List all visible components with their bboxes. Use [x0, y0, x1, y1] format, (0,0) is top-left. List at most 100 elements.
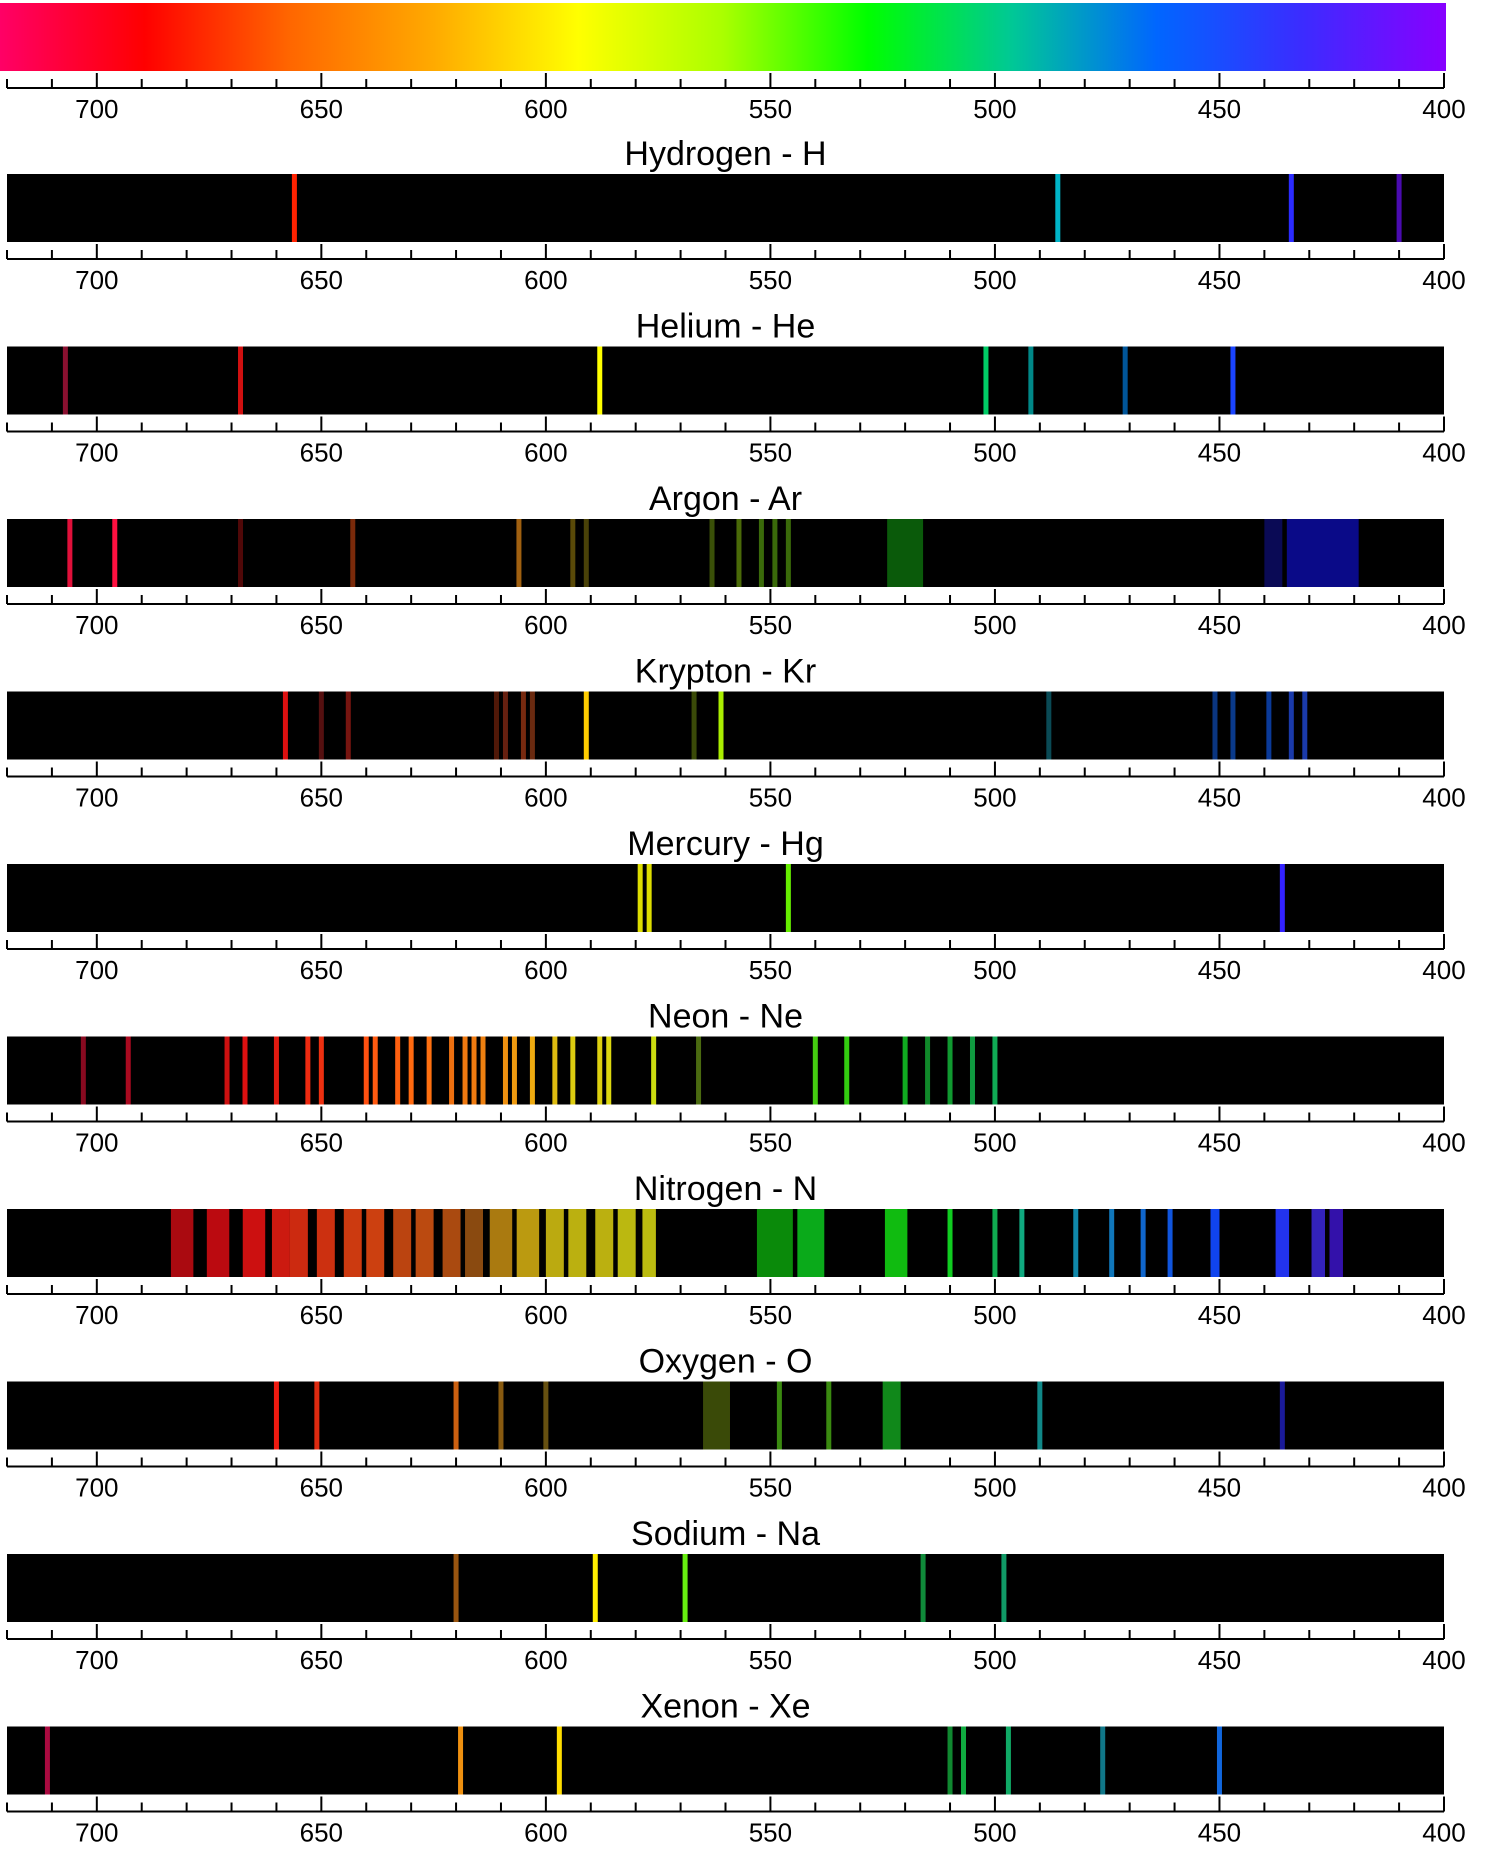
- tick-label: 500: [973, 1128, 1016, 1158]
- emission-line: [363, 1036, 369, 1105]
- emission-line: [961, 1726, 967, 1795]
- tick-label: 650: [300, 955, 343, 985]
- emission-line: [502, 1036, 508, 1105]
- spectrum-strip: [7, 864, 1444, 932]
- tick-label: 400: [1422, 1300, 1465, 1330]
- tick-label: 500: [973, 438, 1016, 468]
- element-title: Neon - Ne: [648, 998, 803, 1036]
- emission-line: [1288, 691, 1294, 760]
- element-panel: Hydrogen - H: [7, 135, 1444, 242]
- element-title: Argon - Ar: [649, 480, 802, 518]
- emission-line: [1037, 1381, 1043, 1450]
- tick-label: 550: [749, 94, 792, 124]
- emission-line: [1311, 1209, 1325, 1277]
- element-title: Krypton - Kr: [635, 653, 816, 691]
- tick-label: 700: [75, 94, 118, 124]
- emission-line: [1109, 1209, 1115, 1277]
- emission-line: [696, 1036, 702, 1105]
- emission-line: [395, 1036, 401, 1105]
- emission-line: [480, 1036, 486, 1105]
- element-panel: Neon - Ne: [7, 998, 1444, 1105]
- tick-label: 500: [973, 1300, 1016, 1330]
- tick-label: 500: [973, 955, 1016, 985]
- tick-label: 500: [973, 1473, 1016, 1503]
- tick-label: 400: [1422, 955, 1465, 985]
- emission-line: [314, 1381, 320, 1450]
- emission-line: [1212, 691, 1218, 760]
- spectrum-strip: [7, 1726, 1444, 1795]
- emission-line: [170, 1209, 194, 1277]
- tick-label: 450: [1198, 1645, 1241, 1675]
- emission-line: [80, 1036, 86, 1105]
- emission-line: [238, 346, 244, 415]
- emission-line: [776, 1381, 782, 1450]
- emission-line: [785, 864, 791, 932]
- wavelength-axis-1: 700 650 600 550 500 450 400: [6, 244, 1466, 295]
- emission-line: [947, 1726, 953, 1795]
- emission-line: [520, 691, 526, 760]
- tick-label: 400: [1422, 94, 1465, 124]
- emission-line: [884, 1209, 908, 1277]
- emission-line: [570, 519, 576, 587]
- tick-label: 700: [75, 1128, 118, 1158]
- reference-spectrum-strip: [0, 3, 1446, 71]
- emission-line: [568, 1209, 587, 1277]
- tick-label: 600: [524, 955, 567, 985]
- emission-line: [785, 519, 791, 587]
- element-title: Hydrogen - H: [624, 135, 826, 173]
- emission-line: [797, 1209, 825, 1277]
- wavelength-axis-6: 700 650 600 550 500 450 400: [6, 1106, 1466, 1158]
- emission-line: [543, 1381, 549, 1450]
- emission-line: [242, 1036, 248, 1105]
- element-title: Mercury - Hg: [627, 825, 823, 863]
- wavelength-axis-0: 700 650 600 550 500 450 400: [6, 73, 1466, 124]
- emission-line: [350, 519, 356, 587]
- tick-label: 600: [524, 438, 567, 468]
- tick-label: 500: [973, 1818, 1016, 1848]
- emission-line: [112, 519, 118, 587]
- tick-label: 650: [300, 783, 343, 813]
- emission-line: [242, 1209, 266, 1277]
- tick-label: 650: [300, 94, 343, 124]
- emission-line: [282, 691, 288, 760]
- tick-label: 700: [75, 783, 118, 813]
- emission-line: [887, 519, 924, 587]
- emission-line: [1073, 1209, 1079, 1277]
- emission-line: [1210, 1209, 1220, 1277]
- spectrum-strip: [7, 691, 1444, 760]
- tick-label: 550: [749, 265, 792, 295]
- tick-label: 600: [524, 94, 567, 124]
- emission-line: [498, 1381, 504, 1450]
- element-title: Xenon - Xe: [640, 1688, 810, 1726]
- tick-label: 500: [973, 94, 1016, 124]
- tick-label: 600: [524, 1645, 567, 1675]
- emission-line: [682, 1554, 688, 1622]
- tick-label: 500: [973, 265, 1016, 295]
- emission-line: [642, 1209, 656, 1277]
- spectrum-strip: [7, 346, 1444, 415]
- emission-line: [224, 1036, 230, 1105]
- emission-line: [1005, 1726, 1011, 1795]
- emission-line: [465, 1209, 484, 1277]
- tick-label: 500: [973, 783, 1016, 813]
- tick-label: 700: [75, 1473, 118, 1503]
- emission-line: [826, 1381, 832, 1450]
- emission-line: [646, 864, 652, 932]
- emission-line: [1028, 346, 1034, 415]
- tick-label: 550: [749, 1128, 792, 1158]
- emission-line: [511, 1036, 517, 1105]
- tick-label: 400: [1422, 610, 1465, 640]
- emission-line: [637, 864, 643, 932]
- tick-label: 650: [300, 610, 343, 640]
- emission-line: [545, 1209, 564, 1277]
- emission-line: [1140, 1209, 1146, 1277]
- emission-line: [529, 691, 535, 760]
- wavelength-axis-9: 700 650 600 550 500 450 400: [6, 1624, 1466, 1675]
- tick-label: 400: [1422, 1473, 1465, 1503]
- emission-line: [516, 519, 522, 587]
- tick-label: 550: [749, 955, 792, 985]
- tick-label: 600: [524, 1128, 567, 1158]
- emission-line: [925, 1036, 931, 1105]
- element-panel: Argon - Ar: [7, 480, 1444, 587]
- tick-label: 600: [524, 265, 567, 295]
